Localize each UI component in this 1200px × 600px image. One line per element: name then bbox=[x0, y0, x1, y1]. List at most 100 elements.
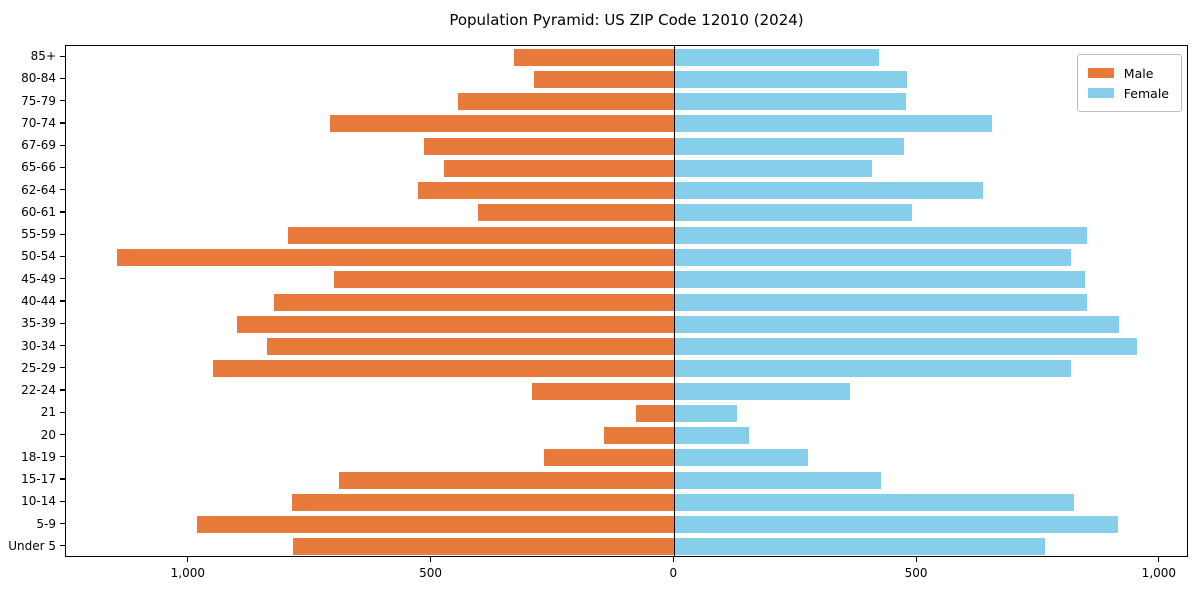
bar-female-21 bbox=[674, 404, 738, 422]
ytick-label-65-66: 65-66 bbox=[21, 160, 56, 175]
bar-female-30-34 bbox=[674, 338, 1137, 356]
ytick-mark bbox=[60, 456, 65, 458]
ytick-label-50-54: 50-54 bbox=[21, 249, 56, 264]
ytick-label-30-34: 30-34 bbox=[21, 338, 56, 353]
xtick-label-500: 500 bbox=[904, 566, 928, 580]
ytick-mark bbox=[60, 278, 65, 280]
ytick-mark bbox=[60, 344, 65, 347]
ytick-mark bbox=[60, 478, 65, 480]
ytick-label-25-29: 25-29 bbox=[21, 360, 56, 375]
legend-label-male: Male bbox=[1123, 65, 1154, 81]
bar-female-40-44 bbox=[674, 293, 1088, 311]
bar-male-25-29 bbox=[213, 360, 675, 378]
bar-female-25-29 bbox=[674, 360, 1072, 378]
ytick-mark bbox=[60, 233, 65, 235]
male-legend-swatch-icon bbox=[1087, 68, 1114, 78]
xtick-mark bbox=[915, 557, 917, 562]
bar-male-75-79 bbox=[458, 93, 675, 111]
legend-item-female: Female bbox=[1087, 83, 1169, 103]
zero-axis-line bbox=[673, 46, 676, 556]
ytick-label-10-14: 10-14 bbox=[21, 494, 56, 509]
ytick-label-60-61: 60-61 bbox=[21, 204, 56, 219]
bar-female-10-14 bbox=[674, 493, 1074, 511]
ytick-label-Under 5: Under 5 bbox=[8, 538, 56, 553]
bar-female-75-79 bbox=[674, 93, 907, 111]
xtick-mark bbox=[187, 557, 189, 562]
ytick-label-15-17: 15-17 bbox=[21, 472, 56, 487]
bar-male-10-14 bbox=[291, 493, 675, 511]
bar-female-35-39 bbox=[674, 315, 1119, 333]
ytick-label-20: 20 bbox=[40, 427, 56, 442]
ytick-mark bbox=[60, 166, 65, 169]
ytick-label-40-44: 40-44 bbox=[21, 294, 56, 308]
ytick-mark bbox=[60, 144, 65, 146]
ytick-mark bbox=[60, 523, 65, 525]
ytick-mark bbox=[60, 55, 65, 57]
ytick-mark bbox=[60, 389, 65, 391]
ytick-label-75-79: 75-79 bbox=[21, 93, 56, 108]
legend-item-male: Male bbox=[1087, 63, 1169, 83]
bar-male-55-59 bbox=[288, 226, 675, 244]
xtick-mark bbox=[1158, 557, 1160, 562]
ytick-mark bbox=[60, 300, 65, 302]
ytick-mark bbox=[60, 545, 65, 547]
bar-male-67-69 bbox=[424, 137, 675, 155]
bar-male-5-9 bbox=[197, 516, 675, 534]
ytick-label-55-59: 55-59 bbox=[21, 227, 56, 242]
ytick-label-67-69: 67-69 bbox=[21, 138, 56, 153]
ytick-mark bbox=[60, 211, 65, 213]
bar-male-45-49 bbox=[334, 271, 675, 289]
ytick-mark bbox=[60, 122, 65, 124]
ytick-mark bbox=[60, 189, 65, 191]
bar-female-Under 5 bbox=[674, 538, 1045, 556]
bar-male-30-34 bbox=[266, 338, 675, 356]
bar-female-67-69 bbox=[674, 137, 904, 155]
bar-female-80-84 bbox=[674, 70, 908, 88]
ytick-mark bbox=[60, 77, 65, 79]
bar-male-50-54 bbox=[116, 248, 675, 266]
xtick-label-1,000: 1,000 bbox=[170, 566, 206, 580]
ytick-mark bbox=[60, 500, 65, 502]
xtick-label-500: 500 bbox=[419, 566, 443, 580]
legend-label-female: Female bbox=[1123, 85, 1169, 101]
bar-male-20 bbox=[604, 427, 675, 445]
bar-male-80-84 bbox=[533, 70, 675, 88]
ytick-label-45-49: 45-49 bbox=[21, 271, 56, 286]
ytick-label-18-19: 18-19 bbox=[21, 449, 56, 464]
bar-female-15-17 bbox=[674, 471, 882, 489]
ytick-label-62-64: 62-64 bbox=[21, 182, 56, 197]
bar-female-45-49 bbox=[674, 271, 1085, 289]
chart-title: Population Pyramid: US ZIP Code 12010 (2… bbox=[449, 11, 804, 29]
bar-male-62-64 bbox=[417, 182, 675, 200]
bar-female-65-66 bbox=[674, 159, 873, 177]
bar-male-21 bbox=[636, 404, 675, 422]
ytick-label-80-84: 80-84 bbox=[21, 71, 56, 86]
ytick-mark bbox=[60, 100, 65, 102]
plot-area: Male Female bbox=[65, 45, 1188, 557]
bar-female-62-64 bbox=[674, 182, 983, 200]
female-legend-swatch-icon bbox=[1087, 88, 1114, 98]
bar-male-15-17 bbox=[339, 471, 675, 489]
bar-female-70-74 bbox=[674, 115, 993, 133]
ytick-label-35-39: 35-39 bbox=[21, 316, 56, 331]
ytick-mark bbox=[60, 367, 65, 369]
bar-female-22-24 bbox=[674, 382, 851, 400]
bar-female-85+ bbox=[674, 48, 880, 66]
ytick-label-5-9: 5-9 bbox=[36, 516, 56, 531]
ytick-label-22-24: 22-24 bbox=[21, 383, 56, 398]
bar-female-60-61 bbox=[674, 204, 913, 222]
ytick-mark bbox=[60, 433, 65, 436]
bar-male-Under 5 bbox=[292, 538, 675, 556]
bar-male-22-24 bbox=[532, 382, 675, 400]
bar-female-55-59 bbox=[674, 226, 1088, 244]
bar-male-35-39 bbox=[237, 315, 675, 333]
ytick-label-21: 21 bbox=[40, 405, 56, 420]
bar-female-50-54 bbox=[674, 248, 1072, 266]
bar-male-18-19 bbox=[544, 449, 675, 467]
xtick-label-1,000: 1,000 bbox=[1141, 566, 1177, 580]
bar-female-20 bbox=[674, 427, 750, 445]
bar-male-60-61 bbox=[477, 204, 675, 222]
xtick-mark bbox=[672, 557, 674, 562]
bar-male-70-74 bbox=[329, 115, 675, 133]
